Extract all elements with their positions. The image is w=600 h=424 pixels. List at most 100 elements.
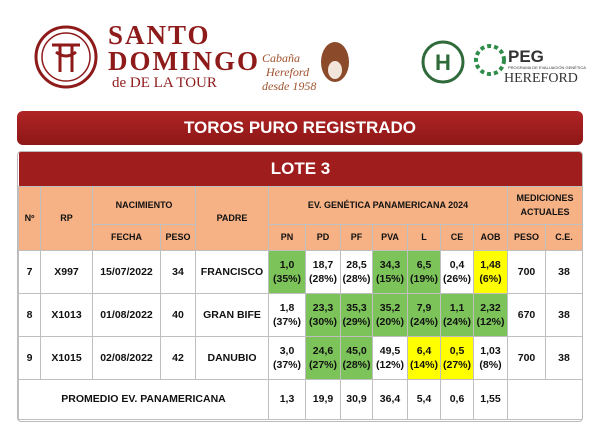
col-head: MEDICIONES ACTUALES [506, 185, 582, 225]
ev-cell: 23,3 (30%) [305, 292, 341, 337]
ev-cell: 2,32 (12%) [473, 292, 508, 337]
tagline: desde 1958 [262, 79, 316, 93]
ev-cell: 0,4 (26%) [440, 249, 474, 294]
banner: TOROS PURO REGISTRADO [17, 111, 583, 145]
ev-value: 35,3 [346, 301, 367, 314]
badge [421, 40, 465, 84]
cell: 42 [160, 335, 196, 380]
ev-value: 2,32 [480, 301, 501, 314]
ev-pct: (14%) [409, 358, 438, 371]
footer-cell: 30,9 [340, 378, 373, 420]
footer-label: PROMEDIO EV. PANAMERICANA [18, 378, 269, 420]
table-box: LOTE 3 Nº RP NACIMIENTO PADRE EV. GENÉTICA PA… [17, 151, 583, 422]
ev-cell: 28,5 (28%) [340, 249, 373, 294]
ev-cell: 35,2 (20%) [372, 292, 408, 337]
row: Nº RP NACIMIENTO PADRE EV. GENÉTICA PANAMERI… [18, 185, 582, 251]
header: SANTO DOMINGO de DE LA TOUR Cabaña Heref… [34, 20, 586, 93]
brand: DOMINGO [108, 46, 260, 76]
col-head: PD [305, 223, 341, 251]
cell: 15/07/2022 [92, 249, 161, 294]
cell: FRANCISCO [195, 249, 269, 294]
row: LOTE 3 [18, 152, 582, 186]
ev-value: 45,0 [346, 344, 367, 357]
peg-sub: PROGRAMA DE EVALUACIÓN GENÉTICA [508, 65, 586, 70]
footer-cell: 0,6 [440, 378, 474, 420]
cell: 40 [160, 292, 196, 337]
cell: 38 [544, 292, 582, 337]
brand-sub: de DE LA TOUR [112, 75, 217, 91]
ev-value: 1,1 [449, 301, 465, 314]
col-head: CE [440, 223, 474, 251]
ev-cell: 3,0 (37%) [268, 335, 306, 380]
row: 8 X1013 01/08/2022 40 GRAN BIFE 1,8 (37%) 23,3(… [18, 292, 582, 337]
col-head: L [407, 223, 441, 251]
ev-pct: (8%) [479, 358, 502, 371]
col-head: C.E. [544, 223, 582, 251]
row: PROMEDIO EV. PANAMERICANA 1,3 19,9 30,9 36,4… [18, 378, 582, 420]
ev-pct: (15%) [375, 272, 404, 285]
ev-pct: (27%) [442, 358, 471, 371]
ev-pct: (37%) [272, 315, 301, 328]
col-head: PESO [507, 223, 546, 251]
ev-value: 34,3 [379, 258, 401, 271]
ev-pct: (28%) [342, 272, 371, 285]
ev-value: 1,0 [279, 258, 295, 271]
col-head: PADRE [195, 185, 269, 251]
ev-pct: (28%) [342, 358, 371, 371]
ev-cell: 45,0 (28%) [340, 335, 373, 380]
ev-pct: (26%) [442, 272, 471, 285]
footer-cell: 19,9 [305, 378, 341, 420]
ev-cell: 1,48 (6%) [473, 249, 508, 294]
cell: X1015 [40, 335, 93, 380]
ev-value: 24,6 [312, 344, 334, 357]
ev-pct: (6%) [479, 272, 502, 285]
logo-mark [52, 43, 80, 72]
ev-value: 28,5 [346, 258, 367, 271]
cow-face [328, 61, 342, 79]
cell: 38 [544, 335, 582, 380]
col-head: PF [340, 223, 373, 251]
ev-pct: (24%) [409, 315, 438, 328]
ev-pct: (28%) [308, 272, 337, 285]
logo-ring [34, 25, 98, 89]
row: 9 X1015 02/08/2022 42 DANUBIO 3,0 (37%) 24,6 (27… [18, 335, 582, 380]
cell: X997 [40, 249, 93, 294]
row: 7 X997 15/07/2022 34 FRANCISCO 1,0 (35%) 18,7 (2… [18, 249, 582, 294]
col-head: PN [268, 223, 306, 251]
footer-cell: 1,55 [473, 378, 508, 420]
ev-value: 3,0 [279, 344, 295, 357]
ev-pct: (20%) [375, 315, 404, 328]
ev-cell: 1,1 (24%) [440, 292, 474, 337]
ev-pct: (30%) [308, 315, 337, 328]
ev-cell: 35,3 (29%) [340, 292, 373, 337]
ev-value: 6,4 [416, 344, 432, 357]
ev-cell: 18,7 (28%) [305, 249, 341, 294]
cell: 01/08/2022 [92, 292, 161, 337]
col-head: AOB [473, 223, 508, 251]
footer-cell: 1,3 [268, 378, 306, 420]
ev-pct: (29%) [342, 315, 371, 328]
cell: 38 [544, 249, 582, 294]
ev-pct: (24%) [442, 315, 471, 328]
tagline: Hereford [265, 65, 310, 79]
ev-pct: (12%) [476, 315, 505, 328]
ev-value: 1,8 [279, 301, 295, 314]
col-head: FECHA [92, 223, 161, 251]
cell: 700 [507, 335, 546, 380]
ev-cell: 6,4 (14%) [407, 335, 441, 380]
peg-icon [474, 44, 506, 76]
ev-cell: 49,5 (12%) [372, 335, 408, 380]
cell: 9 [18, 335, 41, 380]
ev-value: 7,9 [416, 301, 432, 314]
cell: GRAN BIFE [195, 292, 269, 337]
ev-cell: 34,3 (15%) [372, 249, 408, 294]
badge-letter: H [435, 50, 451, 75]
ev-value: 49,5 [379, 344, 401, 357]
peg: PEG [508, 47, 544, 66]
ev-value: 1,48 [480, 258, 501, 271]
ev-pct: (37%) [272, 358, 301, 371]
col-head: PESO [160, 223, 196, 251]
col-head: Nº [18, 185, 41, 251]
logo-ring-inner [41, 32, 91, 82]
